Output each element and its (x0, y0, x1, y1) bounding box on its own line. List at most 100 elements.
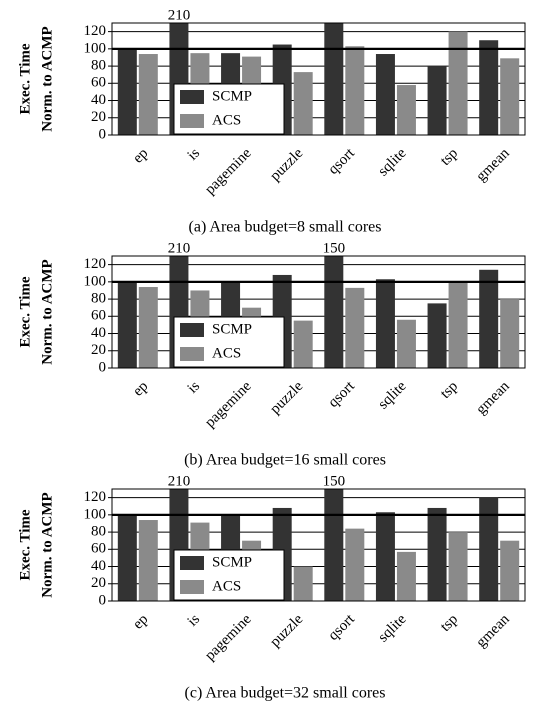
x-tick-label: tsp (437, 145, 461, 169)
bar (345, 528, 365, 601)
y-axis-title: Norm. to ACMP (39, 492, 55, 597)
y-axis-title: Norm. to ACMP (39, 259, 55, 364)
x-tick-label: gmean (473, 145, 513, 185)
legend-label: ACS (212, 345, 241, 361)
bar (500, 299, 520, 368)
x-tick-label: qsort (325, 145, 358, 178)
y-axis-title: Exec. Time (17, 43, 33, 114)
bar (448, 281, 468, 368)
x-tick-label: puzzle (267, 611, 306, 650)
legend-label: SCMP (212, 321, 252, 337)
legend-label: ACS (212, 578, 241, 594)
data-label: 150 (323, 473, 346, 489)
y-tick-label: 20 (91, 575, 106, 591)
bar (293, 72, 313, 135)
bar (117, 281, 137, 368)
bar (375, 54, 395, 135)
bar (396, 551, 416, 601)
bar (479, 40, 499, 135)
legend-swatch (180, 323, 204, 337)
bar (396, 319, 416, 368)
bar (138, 520, 158, 601)
x-tick-label: ep (130, 378, 151, 399)
x-tick-label: pagemine (202, 378, 255, 431)
y-tick-label: 60 (91, 75, 106, 91)
plot-frame (111, 255, 526, 369)
x-tick-label: qsort (325, 611, 358, 644)
x-tick-label: gmean (473, 611, 513, 651)
bar (448, 532, 468, 601)
x-tick-label: sqlite (375, 145, 410, 180)
legend-swatch (180, 114, 204, 128)
legend-label: SCMP (212, 554, 252, 570)
bar (345, 46, 365, 135)
y-tick-label: 40 (91, 92, 106, 108)
x-tick-label: pagemine (202, 611, 255, 664)
y-tick-label: 0 (99, 359, 107, 375)
bar (500, 540, 520, 601)
legend-swatch (180, 556, 204, 570)
x-tick-label: gmean (473, 378, 513, 418)
x-tick-label: is (185, 378, 204, 397)
bar (293, 320, 313, 368)
data-label: 150 (323, 240, 346, 256)
y-tick-label: 120 (84, 23, 107, 39)
y-tick-label: 120 (84, 256, 107, 272)
y-tick-label: 40 (91, 325, 106, 341)
caption: (c) Area budget=32 small cores (185, 685, 386, 702)
legend: SCMP ACS (173, 549, 285, 601)
y-tick-label: 60 (91, 308, 106, 324)
y-tick-label: 120 (84, 489, 107, 505)
bar (324, 256, 344, 368)
bar (138, 287, 158, 368)
y-tick-label: 20 (91, 109, 106, 125)
legend-swatch (180, 580, 204, 594)
legend-label: SCMP (212, 88, 252, 104)
x-tick-label: puzzle (267, 378, 306, 417)
bar (345, 287, 365, 368)
x-tick-label: qsort (325, 378, 358, 411)
bar (117, 514, 137, 601)
y-tick-label: 60 (91, 541, 106, 557)
bar (427, 303, 447, 368)
y-axis-title: Exec. Time (17, 276, 33, 347)
data-label: 210 (168, 473, 191, 489)
y-tick-label: 0 (99, 126, 107, 142)
x-tick-label: pagemine (202, 145, 255, 198)
bar (396, 85, 416, 135)
plot-frame (111, 488, 526, 602)
y-tick-label: 40 (91, 558, 106, 574)
x-tick-label: tsp (437, 378, 461, 402)
y-tick-label: 80 (91, 58, 106, 74)
caption: (a) Area budget=8 small cores (189, 219, 382, 236)
bar (479, 269, 499, 368)
bar (479, 497, 499, 601)
y-tick-label: 0 (99, 592, 107, 608)
bar (427, 507, 447, 601)
bar (293, 566, 313, 601)
x-tick-label: is (185, 145, 204, 164)
legend: SCMP ACS (173, 83, 285, 135)
y-axis-title: Exec. Time (17, 509, 33, 580)
y-tick-label: 100 (84, 506, 107, 522)
bar (324, 489, 344, 601)
plot-frame (111, 22, 526, 136)
x-tick-label: is (185, 611, 204, 630)
caption: (b) Area budget=16 small cores (184, 452, 386, 469)
bar (427, 66, 447, 135)
bar (375, 279, 395, 368)
legend-label: ACS (212, 112, 241, 128)
bar (448, 31, 468, 135)
bar (138, 54, 158, 135)
y-axis-title: Norm. to ACMP (39, 26, 55, 131)
x-tick-label: tsp (437, 611, 461, 635)
x-tick-label: sqlite (375, 378, 410, 413)
y-tick-label: 100 (84, 40, 107, 56)
legend: SCMP ACS (173, 316, 285, 368)
y-tick-label: 100 (84, 273, 107, 289)
bar (117, 48, 137, 135)
legend-swatch (180, 90, 204, 104)
x-tick-label: ep (130, 145, 151, 166)
x-tick-label: sqlite (375, 611, 410, 646)
